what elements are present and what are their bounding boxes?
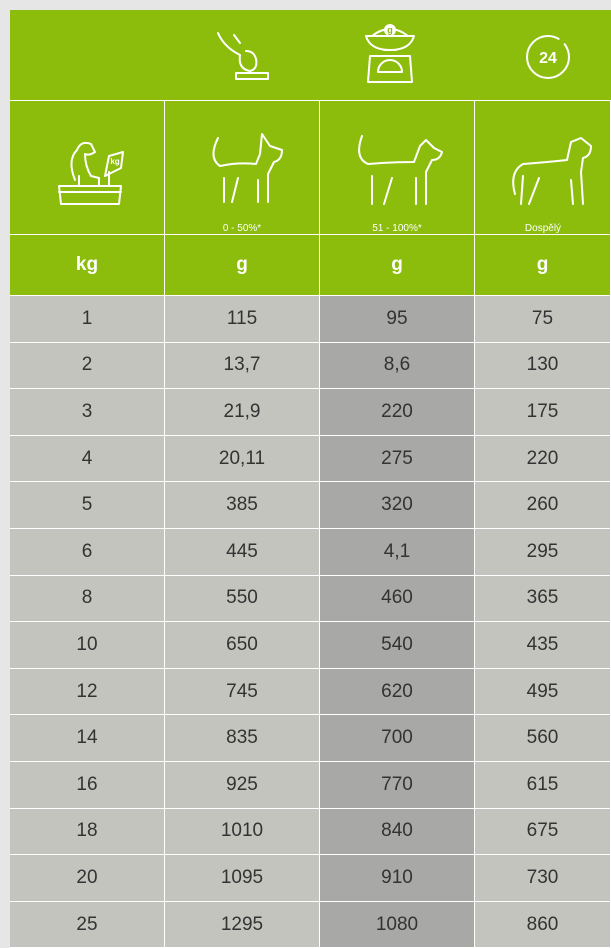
table-cell: 3 [10,389,165,436]
clock-icon: 24 [525,32,575,82]
header-cell: g [320,235,475,296]
table-cell: 620 [320,669,475,716]
puppy-icon [198,128,293,218]
scale-icon: g [360,22,430,88]
header-cell: g [165,235,320,296]
table-cell: 560 [475,715,611,762]
table-cell: 5 [10,482,165,529]
table-cell: 115 [165,296,320,343]
clock-label: 24 [539,50,557,67]
table-cell: 2 [10,343,165,390]
header-cell: kg [10,235,165,296]
table-cell: 175 [475,389,611,436]
table-cell: 14 [10,715,165,762]
dog-scale-label: kg [110,157,119,166]
table-cell: 435 [475,622,611,669]
table-cell: 20 [10,855,165,902]
table-cell: 445 [165,529,320,576]
table-cell: 275 [320,436,475,483]
table-cell: 220 [475,436,611,483]
table-cell: 16 [10,762,165,809]
age-label: 0 - 50%* [165,223,319,234]
icon-band [10,10,611,100]
table-cell: 1295 [165,902,320,948]
table-cell: 6 [10,529,165,576]
table-cell: 8 [10,576,165,623]
table-cell: 365 [475,576,611,623]
table-cell: 260 [475,482,611,529]
table-cell: 550 [165,576,320,623]
scale-label: g [387,25,393,35]
age-label: 51 - 100%* [320,223,474,234]
table-cell: 4 [10,436,165,483]
table-cell: 8,6 [320,343,475,390]
table-cell: 1095 [165,855,320,902]
table-cell: 700 [320,715,475,762]
table-cell: 385 [165,482,320,529]
table-cell: 615 [475,762,611,809]
table-cell: 860 [475,902,611,948]
table-cell: 675 [475,809,611,856]
table-cell: 130 [475,343,611,390]
header-cell: g [475,235,611,296]
table-cell: 75 [475,296,611,343]
table-cell: 540 [320,622,475,669]
table-cell: 20,11 [165,436,320,483]
table-cell: 650 [165,622,320,669]
table-cell: 4,1 [320,529,475,576]
young-dog-icon [348,128,448,218]
table-cell: 925 [165,762,320,809]
table-cell: 730 [475,855,611,902]
table-cell: 1010 [165,809,320,856]
table-cell: 835 [165,715,320,762]
table-cell: 1080 [320,902,475,948]
table-cell: 320 [320,482,475,529]
table-cell: 495 [475,669,611,716]
table-cell: 13,7 [165,343,320,390]
table-cell: 21,9 [165,389,320,436]
table-cell: 745 [165,669,320,716]
page: g 24 kg 0 - 50%* 51 - 100%* Dospělý kggg… [0,0,611,948]
table-cell: 460 [320,576,475,623]
table-cell: 295 [475,529,611,576]
age-label: Dospělý [475,223,611,234]
table-cell: 18 [10,809,165,856]
table-cell: 220 [320,389,475,436]
table-cell: 95 [320,296,475,343]
bowl-icon [210,25,270,85]
table-cell: 1 [10,296,165,343]
table-cell: 25 [10,902,165,948]
adult-dog-icon [505,128,600,218]
table-cell: 910 [320,855,475,902]
table-cell: 770 [320,762,475,809]
dog-on-scale-icon: kg [55,130,130,210]
table-cell: 12 [10,669,165,716]
table-cell: 840 [320,809,475,856]
table-cell: 10 [10,622,165,669]
